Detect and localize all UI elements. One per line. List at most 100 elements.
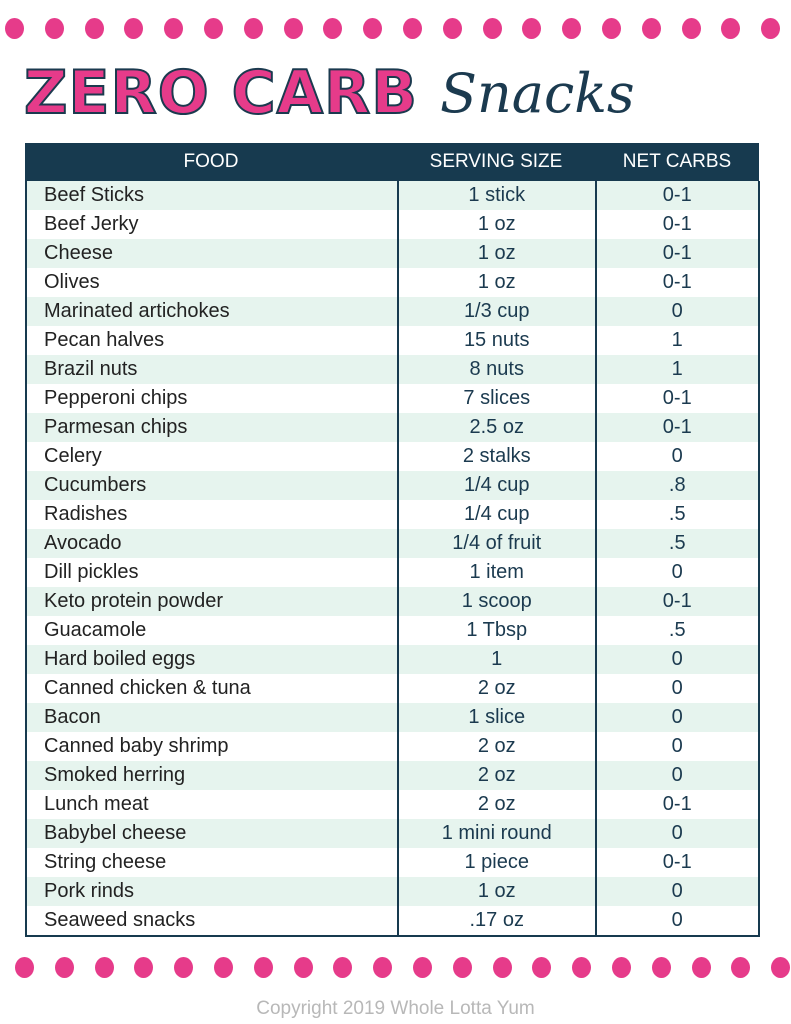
column-divider [595,181,597,937]
serving-size-cell: 7 slices [463,387,531,409]
net-carbs-cell: 0 [671,764,683,786]
table-row: Bacon 1 slice 0 [27,703,759,732]
net-carbs-cell: 0-1 [662,242,692,264]
serving-size-cell: 1 oz [477,271,516,293]
table-row: Olives 1 oz 0-1 [27,268,759,297]
table-row: Radishes 1/4 cup .5 [27,500,759,529]
decorative-dots-top [0,18,791,39]
serving-size-cell: 1 [491,648,503,670]
table-row: Cucumbers 1/4 cup .8 [27,471,759,500]
dot [323,18,343,39]
table-row: Avocado 1/4 of fruit .5 [27,529,759,558]
column-divider [758,181,760,937]
serving-size-cell: 2 stalks [462,445,531,467]
serving-size-cell: 1 oz [477,213,516,235]
dot [124,18,144,39]
table-row: Parmesan chips 2.5 oz 0-1 [27,413,759,442]
table-row: Hard boiled eggs 1 0 [27,645,759,674]
header-serving-size: SERVING SIZE [429,151,563,172]
net-carbs-cell: 0 [671,300,683,322]
dot [731,957,751,978]
net-carbs-cell: .8 [668,474,686,496]
serving-size-cell: 2 oz [477,677,516,699]
table-row: Beef Sticks 1 stick 0-1 [27,181,759,210]
table-row: Smoked herring 2 oz 0 [27,761,759,790]
table-row: Pepperoni chips 7 slices 0-1 [27,384,759,413]
table-row: Pecan halves 15 nuts 1 [27,326,759,355]
food-cell: Pepperoni chips [44,387,188,409]
dot [602,18,621,39]
table-row: Beef Jerky 1 oz 0-1 [27,210,759,239]
dot [164,18,184,39]
dot [403,18,422,39]
table-row: Seaweed snacks .17 oz 0 [27,906,759,935]
dot [532,957,552,978]
copyright: Copyright 2019 Whole Lotta Yum [256,998,535,1019]
serving-size-cell: 1 Tbsp [466,619,528,641]
serving-size-cell: 1 mini round [441,822,552,844]
net-carbs-cell: 0 [671,677,683,699]
serving-size-cell: 1 piece [464,851,529,873]
snacks-table: FOOD SERVING SIZE NET CARBS Beef Sticks 1… [25,143,760,937]
serving-size-cell: 1 oz [477,880,516,902]
dot [721,18,741,39]
net-carbs-cell: 0-1 [662,590,692,612]
serving-size-cell: 1 item [469,561,524,583]
food-cell: Pecan halves [44,329,165,351]
dot [363,18,383,39]
dot [442,18,462,39]
serving-size-cell: 1/4 of fruit [452,532,542,554]
header-net-carbs: NET CARBS [622,151,732,172]
table-body: Beef Sticks 1 stick 0-1 Beef Jerky 1 oz 0-1 Ch… [25,181,760,937]
dot [5,18,24,39]
food-cell: Lunch meat [44,793,149,815]
dot [761,18,781,39]
food-cell: Canned chicken & tuna [44,677,251,699]
dot [681,18,701,39]
column-divider [397,181,399,937]
net-carbs-cell: 0 [671,706,683,728]
serving-size-cell: 8 nuts [469,358,524,380]
table-row: Marinated artichokes 1/3 cup 0 [27,297,759,326]
food-cell: Dill pickles [44,561,139,583]
food-cell: Beef Sticks [44,184,145,206]
table-row: Celery 2 stalks 0 [27,442,759,471]
food-cell: Babybel cheese [44,822,187,844]
table-row: String cheese 1 piece 0-1 [27,848,759,877]
food-cell: Smoked herring [44,764,186,786]
food-cell: Brazil nuts [44,358,138,380]
dot [94,957,114,978]
net-carbs-cell: 0 [671,880,683,902]
net-carbs-cell: 0-1 [662,851,692,873]
table-row: Guacamole 1 Tbsp .5 [27,616,759,645]
serving-size-cell: 1/4 cup [463,503,530,525]
food-cell: Olives [44,271,100,293]
food-cell: Pork rinds [44,880,135,902]
serving-size-cell: 1 slice [468,706,526,728]
food-cell: Cheese [44,242,113,264]
dot [243,18,263,39]
food-cell: Marinated artichokes [44,300,230,322]
net-carbs-cell: 0 [671,445,683,467]
dot [651,957,671,978]
dot [293,957,313,978]
dot [204,18,223,39]
table-row: Canned baby shrimp 2 oz 0 [27,732,759,761]
serving-size-cell: 1 stick [468,184,526,206]
table-row: Pork rinds 1 oz 0 [27,877,759,906]
net-carbs-cell: 0 [671,561,683,583]
dot [134,957,154,978]
dot [562,18,582,39]
net-carbs-cell: 0-1 [662,793,692,815]
table-row: Babybel cheese 1 mini round 0 [27,819,759,848]
net-carbs-cell: .5 [668,532,686,554]
dot [44,18,64,39]
food-cell: Seaweed snacks [44,909,196,931]
page-title: ZERO CARB Snacks [23,57,635,129]
net-carbs-cell: 0-1 [662,213,692,235]
table-row: Keto protein powder 1 scoop 0-1 [27,587,759,616]
dot [492,957,512,978]
table-row: Lunch meat 2 oz 0-1 [27,790,759,819]
table-row: Dill pickles 1 item 0 [27,558,759,587]
dot [84,18,104,39]
